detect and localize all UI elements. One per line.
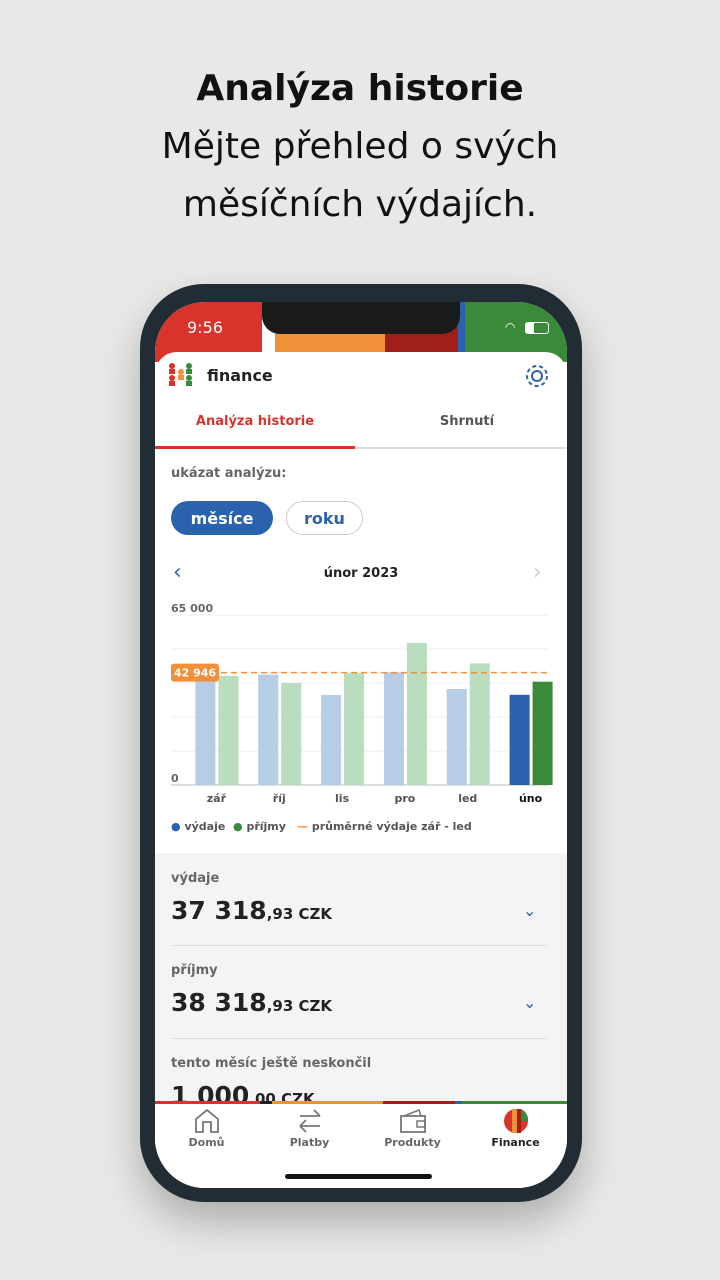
x-tick-label: úno [519,792,543,805]
gear-icon[interactable] [523,362,551,390]
promo-subtitle-line2: měsíčních výdajích. [182,184,538,225]
tab-divider [155,447,567,449]
transfer-arrows-icon [298,1109,321,1133]
nav-payments[interactable]: Platby [258,1104,361,1149]
y-tick-label: 0 [171,772,179,785]
summary-expense-amount: 37 318,93 CZK [171,896,332,925]
notch [262,302,460,334]
summary-income-amount: 38 318,93 CZK [171,988,332,1017]
promo-title: Analýza historie [196,68,524,109]
legend-expense-dot-icon: ● [171,820,181,833]
expand-income-chevron-icon[interactable]: ⌄ [523,993,537,1012]
income-bar [344,673,365,785]
finance-logo-icon [169,363,192,386]
expense-bar [258,674,279,785]
promo-subtitle-line1: Mějte přehled o svých [161,126,559,167]
y-tick-label: 65 000 [171,602,213,615]
x-tick-label: led [458,792,477,805]
nav-home[interactable]: Domů [155,1104,258,1149]
summary-section: výdaje 37 318,93 CZK ⌄ příjmy 38 318,93 … [155,853,567,1113]
filter-label: ukázat analýzu: [171,466,287,481]
income-bar [218,675,239,785]
filter-year-button[interactable]: roku [286,501,363,535]
history-bar-chart: 65 000 0 zář říj lis pro led úno 42 946 [171,602,553,805]
finance-pie-icon [503,1109,528,1133]
income-bar [532,681,553,785]
wifi-icon: ◠ [505,320,516,334]
expense-bar [446,689,467,785]
tab-analyza-historie[interactable]: Analýza historie [195,414,315,429]
wallet-icon [399,1109,426,1133]
filter-months-button[interactable]: měsíce [171,501,273,535]
divider [171,945,547,946]
expense-bar [383,672,404,785]
average-badge [171,663,219,682]
x-tick-label: lis [335,792,350,805]
x-tick-label: říj [273,792,286,805]
home-icon [194,1108,219,1133]
summary-unfinished-label: tento měsíc ještě neskončil [171,1056,372,1071]
legend-expense: výdaje [184,820,226,833]
divider [171,1038,547,1039]
expense-bar [509,694,530,785]
legend-average: průměrné výdaje zář - led [311,820,472,833]
x-tick-label: zář [207,792,227,805]
phone-screen: 9:56 ◠ finance Analýza historie Shrnutí … [155,302,567,1188]
income-bar [469,663,490,785]
tab-shrnuti[interactable]: Shrnutí [439,414,495,429]
income-bar [406,642,427,785]
next-month-chevron-icon[interactable]: › [533,560,542,585]
income-bar [281,683,302,785]
legend-average-dash-icon: — [297,820,308,833]
period-label: únor 2023 [323,566,399,581]
status-time: 9:56 [187,318,223,337]
legend-income: příjmy [246,820,286,833]
app-card: finance Analýza historie Shrnutí ukázat … [155,352,567,1188]
expand-expense-chevron-icon[interactable]: ⌄ [523,901,537,920]
expense-bar [195,666,216,785]
home-indicator [285,1174,432,1179]
app-name: finance [207,366,273,385]
nav-color-strip [155,1101,567,1104]
average-label: 42 946 [174,667,216,680]
summary-income-label: příjmy [171,963,218,978]
status-bar-blue [458,302,465,362]
x-tick-label: pro [394,792,415,805]
nav-products[interactable]: Produkty [361,1104,464,1149]
active-tab-indicator [155,446,355,449]
summary-expense-label: výdaje [171,871,220,886]
legend-income-dot-icon: ● [233,820,243,833]
expense-bar [321,695,342,785]
nav-finance[interactable]: Finance [464,1104,567,1149]
battery-icon [525,322,549,334]
prev-month-chevron-icon[interactable]: ‹ [173,560,182,585]
